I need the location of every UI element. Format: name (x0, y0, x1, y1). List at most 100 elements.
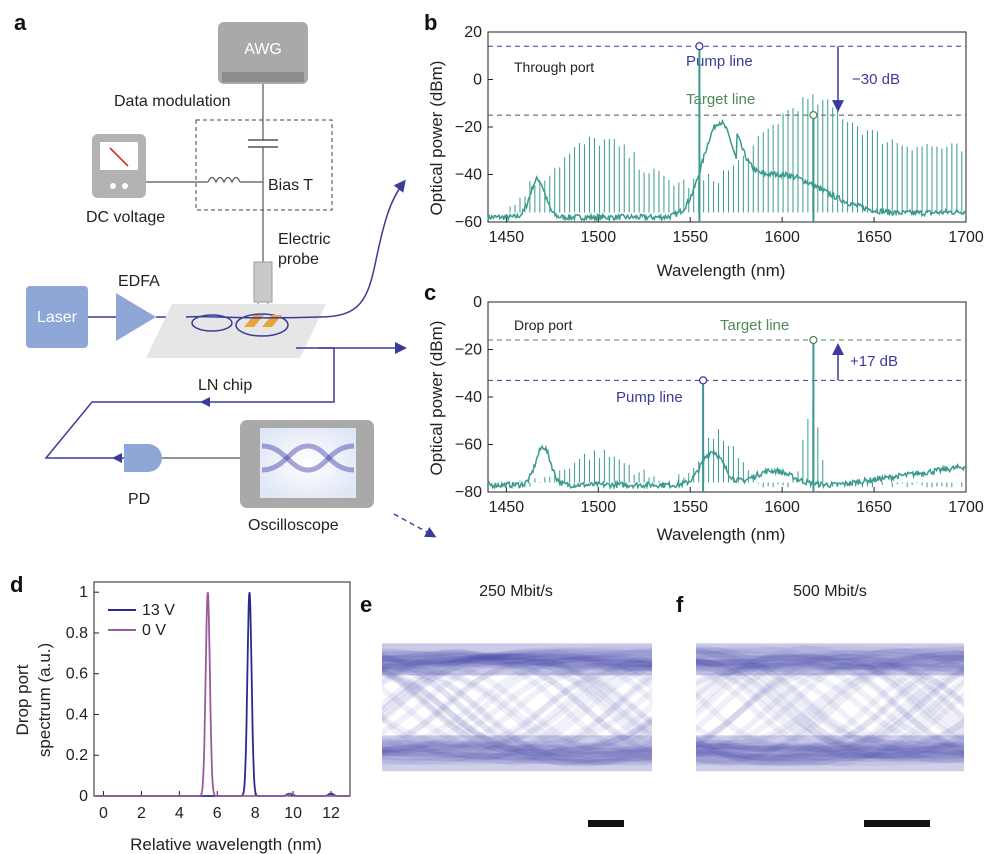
eye-trace (696, 676, 964, 751)
eye-trace (382, 666, 652, 761)
x-tick-label: 1550 (672, 229, 708, 246)
oscilloscope-icon (240, 420, 374, 508)
eye-low-band (696, 735, 964, 772)
comb-lines (509, 401, 963, 488)
eye-trace (382, 666, 652, 766)
eye-trace (696, 662, 964, 764)
panel-d-drop-port-spectrum-vs-voltage: d Drop port spectrum (a.u.) Relative wav… (10, 572, 351, 854)
eye-trace (696, 654, 964, 767)
eye-trace (382, 742, 652, 761)
b-port-label: Through port (514, 59, 594, 75)
eye-trace (382, 666, 652, 759)
x-tick-label: 1550 (672, 499, 708, 516)
legend-label: 0 V (142, 622, 166, 639)
eye-trace (382, 754, 652, 766)
pump-marker (695, 42, 704, 51)
d-xlabel: Relative wavelength (nm) (130, 835, 322, 854)
panel-label-a: a (14, 10, 27, 35)
eye-trace (382, 664, 652, 750)
x-tick-label: 1650 (856, 229, 892, 246)
eye-trace (382, 744, 652, 763)
eye-trace (696, 653, 964, 670)
b-target-line-label: Target line (686, 91, 755, 108)
eye-trace (382, 653, 652, 673)
panel-f-eye-diagram: f 500 Mbit/s (676, 583, 964, 827)
eye-trace (382, 655, 652, 727)
y-tick-label: 0 (473, 294, 482, 311)
bias-t-label: Bias T (268, 177, 313, 194)
eye-f-scale-bar (864, 820, 930, 827)
electric-probe-label-1: Electric (278, 231, 330, 248)
eye-high-band (382, 643, 652, 676)
eye-trace (382, 649, 652, 668)
eye-trace (696, 664, 964, 748)
eye-trace (382, 744, 652, 763)
eye-trace (696, 742, 964, 758)
y-tick-label: 0 (473, 72, 482, 89)
eye-trace (382, 647, 652, 672)
target-marker (809, 110, 818, 120)
eye-e-scale-bar (588, 820, 624, 827)
eye-trace (696, 657, 964, 733)
eye-trace (696, 691, 964, 761)
eye-trace (696, 647, 964, 667)
eye-trace (382, 661, 652, 767)
pump-marker (698, 376, 708, 385)
electric-probe-icon (253, 261, 273, 303)
pd-label: PD (128, 491, 150, 508)
eye-trace (696, 658, 964, 753)
x-tick-label: 1500 (581, 499, 617, 516)
eye-trace (382, 659, 652, 740)
eye-trace (382, 716, 652, 762)
edfa-label: EDFA (118, 273, 160, 290)
x-tick-label: 12 (322, 805, 340, 822)
eye-trace (382, 744, 652, 767)
x-tick-label: 1700 (948, 229, 984, 246)
eye-trace (696, 744, 964, 762)
eye-trace (696, 665, 964, 767)
eye-trace (696, 653, 964, 672)
legend-label: 13 V (142, 602, 175, 619)
d-ylabel-line2: spectrum (a.u.) (35, 643, 54, 757)
awg-box: AWG (218, 22, 308, 84)
laser-label: Laser (37, 309, 78, 326)
panel-e-eye-diagram: e 250 Mbit/s (360, 583, 652, 827)
eye-trace (696, 650, 964, 730)
eye-high-band (696, 643, 964, 676)
eye-trace (382, 655, 652, 754)
b-ylabel: Optical power (dBm) (427, 61, 446, 216)
electric-probe-label-2: probe (278, 251, 319, 268)
y-tick-label: −20 (455, 342, 482, 359)
eye-trace (696, 655, 964, 742)
panel-label-f: f (676, 592, 684, 617)
eye-trace (696, 679, 964, 767)
y-tick-label: 0.4 (66, 706, 88, 723)
eye-trace (382, 649, 652, 704)
eye-trace (696, 657, 964, 757)
eye-trace (696, 646, 964, 667)
eye-trace (382, 713, 652, 756)
x-tick-label: 1600 (764, 229, 800, 246)
eye-trace (382, 649, 652, 673)
eye-trace (696, 734, 964, 756)
x-tick-label: 1450 (489, 499, 525, 516)
edfa-amplifier-icon (116, 293, 156, 341)
eye-trace (696, 651, 964, 758)
eye-trace (382, 725, 652, 766)
eye-trace (696, 645, 964, 745)
eye-trace (382, 654, 652, 685)
eye-trace (696, 653, 964, 724)
eye-trace (382, 669, 652, 756)
eye-trace (382, 665, 652, 753)
y-tick-label: 0.6 (66, 666, 88, 683)
eye-trace (696, 648, 964, 751)
eye-trace (382, 660, 652, 766)
eye-trace (382, 659, 652, 754)
eye-trace (696, 653, 964, 761)
through-port-fiber (319, 179, 406, 318)
eye-trace (696, 649, 964, 666)
eye-trace (382, 651, 652, 748)
data-modulation-label: Data modulation (114, 93, 231, 110)
target-marker (809, 335, 818, 345)
eye-trace (696, 654, 964, 749)
